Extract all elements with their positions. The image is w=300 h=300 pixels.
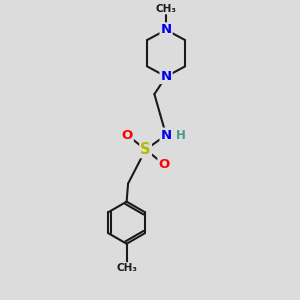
Text: N: N: [160, 70, 172, 83]
Text: N: N: [160, 23, 172, 36]
Text: N: N: [160, 128, 172, 142]
Text: CH₃: CH₃: [156, 4, 177, 14]
Text: O: O: [122, 128, 133, 142]
Text: CH₃: CH₃: [116, 263, 137, 273]
Text: H: H: [176, 128, 185, 142]
Text: S: S: [140, 142, 151, 157]
Text: O: O: [158, 158, 170, 171]
